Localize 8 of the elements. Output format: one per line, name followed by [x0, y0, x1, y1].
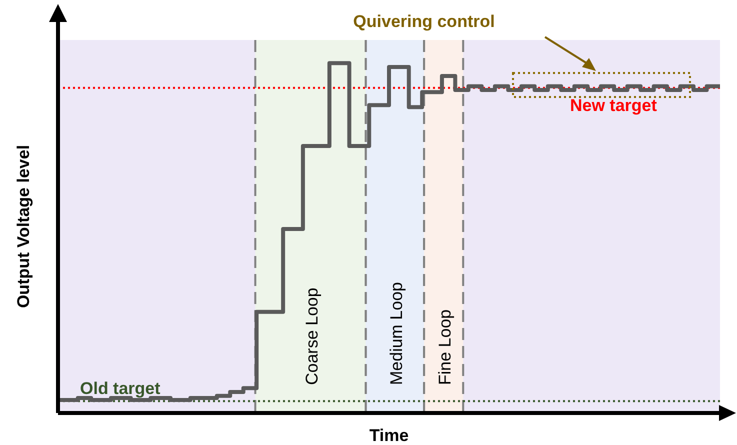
annotation: Fine Loop: [436, 309, 455, 385]
annotation: Medium Loop: [386, 282, 406, 385]
annotation: Coarse Loop: [302, 288, 322, 385]
ref-line-label: Old target: [80, 379, 161, 398]
ref-line-label: New target: [570, 96, 658, 115]
y-axis-title: Output Voltage level: [14, 144, 33, 308]
x-axis-title: Time: [369, 426, 409, 445]
text: Quivering control: [353, 12, 495, 31]
